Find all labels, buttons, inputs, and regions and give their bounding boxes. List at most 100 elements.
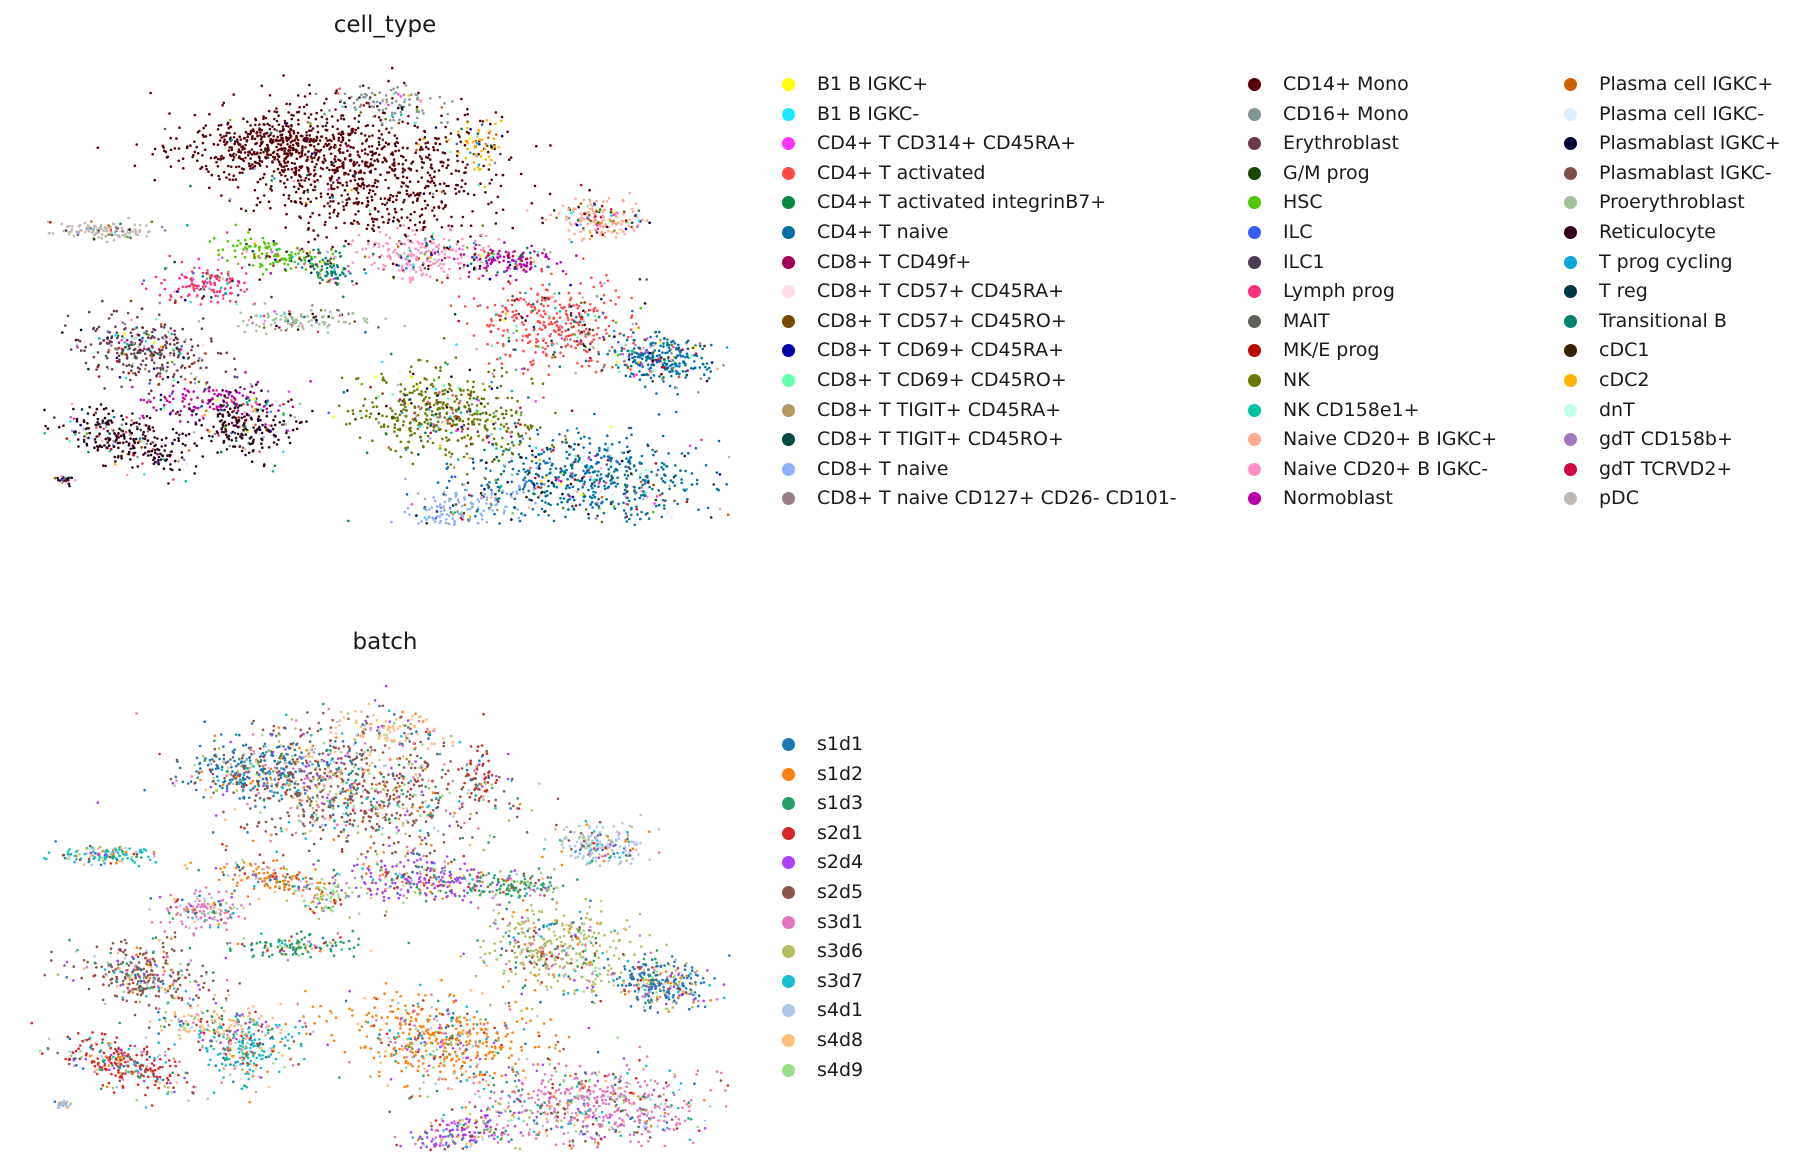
- scatter-point: [549, 321, 553, 324]
- scatter-point: [339, 117, 343, 120]
- scatter-point: [602, 365, 605, 369]
- scatter-point: [141, 414, 144, 418]
- scatter-point: [259, 262, 262, 266]
- scatter-point: [112, 415, 116, 419]
- scatter-point: [268, 124, 271, 127]
- scatter-point: [651, 379, 654, 383]
- scatter-point: [489, 248, 492, 252]
- scatter-point: [519, 406, 522, 410]
- scatter-point: [606, 279, 610, 282]
- scatter-point: [87, 310, 91, 314]
- scatter-point: [480, 233, 483, 236]
- scatter-point: [429, 424, 433, 427]
- scatter-point: [137, 370, 141, 374]
- scatter-point: [328, 196, 332, 199]
- scatter-point: [298, 257, 301, 261]
- scatter-point: [326, 182, 330, 186]
- scatter-point: [205, 381, 209, 384]
- scatter-point: [408, 249, 412, 252]
- scatter-point: [450, 224, 454, 228]
- scatter-point: [208, 405, 212, 409]
- scatter-point: [259, 148, 263, 152]
- scatter-point: [335, 166, 339, 170]
- scatter-point: [191, 410, 194, 413]
- scatter-point: [565, 218, 568, 222]
- scatter-point: [107, 412, 110, 416]
- scatter-point: [487, 155, 491, 159]
- scatter-point: [385, 432, 388, 436]
- scatter-point: [173, 290, 176, 293]
- scatter-point: [238, 143, 241, 147]
- scatter-point: [367, 165, 370, 169]
- scatter-point: [407, 246, 411, 250]
- scatter-point: [332, 211, 335, 214]
- scatter-point: [662, 342, 665, 345]
- scatter-point: [374, 417, 378, 421]
- scatter-point: [358, 96, 361, 99]
- scatter-point: [121, 429, 124, 433]
- scatter-point: [133, 372, 137, 375]
- scatter-point: [279, 139, 282, 142]
- scatter-point: [424, 251, 428, 254]
- scatter-point: [526, 341, 530, 345]
- scatter-point: [455, 417, 458, 421]
- scatter-point: [630, 221, 634, 224]
- scatter-point: [300, 150, 303, 154]
- scatter-point: [500, 445, 503, 449]
- scatter-point: [469, 151, 472, 154]
- scatter-point: [400, 113, 403, 117]
- scatter-point: [83, 221, 87, 225]
- scatter-point: [574, 346, 577, 350]
- scatter-point: [385, 404, 388, 408]
- scatter-point: [130, 365, 134, 368]
- scatter-point: [113, 233, 117, 236]
- scatter-point: [558, 309, 562, 313]
- scatter-point: [403, 387, 407, 391]
- scatter-point: [394, 210, 397, 214]
- scatter-point: [539, 259, 543, 262]
- scatter-point: [533, 305, 536, 309]
- scatter-point: [487, 362, 491, 365]
- scatter-point: [429, 251, 433, 254]
- scatter-point: [483, 147, 487, 151]
- scatter-point: [417, 110, 421, 114]
- scatter-point: [94, 423, 98, 427]
- scatter-point: [191, 345, 194, 348]
- scatter-point: [120, 423, 124, 427]
- scatter-point: [180, 451, 184, 454]
- scatter-point: [378, 101, 382, 105]
- scatter-point: [123, 352, 126, 356]
- scatter-point: [564, 487, 568, 490]
- scatter-point: [429, 263, 433, 267]
- scatter-point: [434, 387, 438, 391]
- scatter-point: [389, 193, 392, 197]
- scatter-point: [401, 175, 405, 178]
- scatter-point: [522, 264, 526, 267]
- scatter-point: [294, 169, 298, 172]
- scatter-point: [456, 439, 460, 442]
- scatter-point: [485, 234, 488, 238]
- scatter-point: [441, 164, 444, 168]
- scatter-point: [163, 229, 167, 232]
- scatter-point: [129, 458, 132, 461]
- scatter-point: [113, 455, 116, 459]
- scatter-point: [418, 148, 422, 151]
- scatter-point: [316, 130, 320, 134]
- scatter-point: [710, 361, 714, 364]
- scatter-point: [392, 158, 396, 161]
- scatter-point: [635, 361, 638, 365]
- scatter-point: [151, 330, 154, 334]
- scatter-point: [217, 351, 220, 355]
- scatter-point: [149, 400, 152, 404]
- scatter-point: [236, 425, 240, 429]
- scatter-point: [473, 417, 476, 421]
- scatter-point: [381, 215, 384, 219]
- scatter-point: [187, 449, 191, 452]
- scatter-point: [390, 416, 394, 419]
- scatter-point: [169, 463, 172, 466]
- scatter-point: [559, 351, 562, 355]
- scatter-point: [508, 263, 512, 267]
- scatter-point: [396, 428, 400, 431]
- scatter-point: [331, 168, 334, 172]
- scatter-point: [273, 415, 277, 418]
